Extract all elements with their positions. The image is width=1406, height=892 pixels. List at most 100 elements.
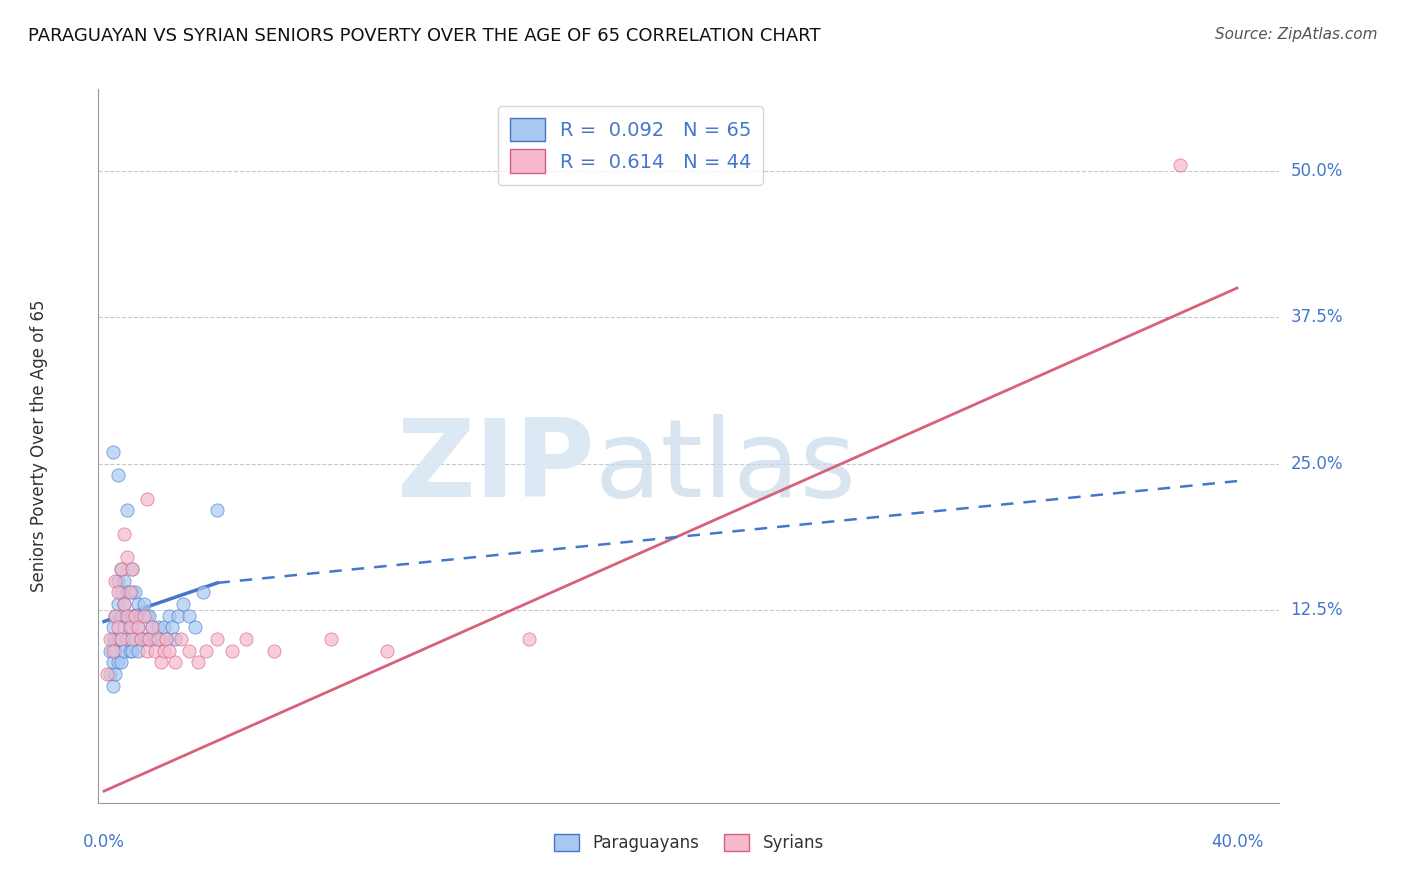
Point bbox=[121, 585, 143, 599]
Point bbox=[127, 597, 149, 611]
Point bbox=[138, 632, 160, 646]
Point bbox=[101, 620, 124, 634]
Point bbox=[132, 632, 155, 646]
Text: 37.5%: 37.5% bbox=[1291, 309, 1343, 326]
Point bbox=[155, 632, 177, 646]
Point bbox=[177, 644, 200, 658]
Point bbox=[121, 644, 143, 658]
Legend: Paraguayans, Syrians: Paraguayans, Syrians bbox=[547, 827, 831, 859]
Text: atlas: atlas bbox=[595, 415, 856, 520]
Point bbox=[127, 620, 149, 634]
Point bbox=[107, 620, 129, 634]
Point bbox=[101, 656, 124, 670]
Point bbox=[110, 608, 132, 623]
Text: 50.0%: 50.0% bbox=[1291, 162, 1343, 180]
Point bbox=[195, 644, 218, 658]
Point bbox=[193, 585, 215, 599]
Point bbox=[98, 667, 121, 681]
Point bbox=[141, 620, 163, 634]
Point bbox=[127, 644, 149, 658]
Point bbox=[121, 620, 143, 634]
Point bbox=[221, 644, 243, 658]
Point bbox=[149, 656, 172, 670]
Point bbox=[118, 585, 141, 599]
Point bbox=[207, 503, 229, 517]
Point bbox=[163, 632, 186, 646]
Point bbox=[112, 597, 135, 611]
Point bbox=[1168, 158, 1191, 172]
Point bbox=[110, 656, 132, 670]
Text: 40.0%: 40.0% bbox=[1211, 833, 1263, 851]
Point bbox=[101, 632, 124, 646]
Text: 12.5%: 12.5% bbox=[1291, 601, 1343, 619]
Point bbox=[118, 620, 141, 634]
Point bbox=[129, 632, 152, 646]
Text: 25.0%: 25.0% bbox=[1291, 455, 1343, 473]
Point bbox=[149, 632, 172, 646]
Point bbox=[157, 608, 180, 623]
Point bbox=[187, 656, 209, 670]
Point bbox=[143, 632, 166, 646]
Point bbox=[121, 608, 143, 623]
Point bbox=[96, 667, 118, 681]
Point bbox=[160, 620, 183, 634]
Point bbox=[129, 632, 152, 646]
Point bbox=[107, 468, 129, 483]
Point bbox=[110, 632, 132, 646]
Point bbox=[112, 597, 135, 611]
Point bbox=[98, 644, 121, 658]
Point bbox=[146, 620, 169, 634]
Point bbox=[177, 608, 200, 623]
Point bbox=[152, 644, 174, 658]
Point bbox=[112, 620, 135, 634]
Point bbox=[138, 608, 160, 623]
Point bbox=[127, 620, 149, 634]
Point bbox=[132, 597, 155, 611]
Point bbox=[517, 632, 540, 646]
Point bbox=[115, 632, 138, 646]
Point bbox=[141, 620, 163, 634]
Point bbox=[115, 608, 138, 623]
Point bbox=[112, 574, 135, 588]
Point bbox=[135, 632, 157, 646]
Point bbox=[110, 585, 132, 599]
Point bbox=[115, 503, 138, 517]
Point bbox=[110, 562, 132, 576]
Point bbox=[118, 644, 141, 658]
Point bbox=[207, 632, 229, 646]
Point bbox=[163, 656, 186, 670]
Point bbox=[107, 656, 129, 670]
Point bbox=[110, 632, 132, 646]
Point bbox=[169, 632, 191, 646]
Point bbox=[155, 632, 177, 646]
Point bbox=[157, 644, 180, 658]
Point bbox=[118, 620, 141, 634]
Point bbox=[121, 562, 143, 576]
Text: Seniors Poverty Over the Age of 65: Seniors Poverty Over the Age of 65 bbox=[31, 300, 48, 592]
Point bbox=[172, 597, 194, 611]
Point bbox=[143, 644, 166, 658]
Point bbox=[104, 608, 127, 623]
Text: 0.0%: 0.0% bbox=[83, 833, 125, 851]
Point bbox=[319, 632, 342, 646]
Point bbox=[263, 644, 285, 658]
Point bbox=[121, 632, 143, 646]
Point bbox=[107, 585, 129, 599]
Point bbox=[115, 550, 138, 565]
Point bbox=[115, 608, 138, 623]
Point bbox=[104, 644, 127, 658]
Text: PARAGUAYAN VS SYRIAN SENIORS POVERTY OVER THE AGE OF 65 CORRELATION CHART: PARAGUAYAN VS SYRIAN SENIORS POVERTY OVE… bbox=[28, 27, 821, 45]
Point bbox=[152, 620, 174, 634]
Point bbox=[183, 620, 205, 634]
Point bbox=[115, 585, 138, 599]
Point bbox=[375, 644, 398, 658]
Text: Source: ZipAtlas.com: Source: ZipAtlas.com bbox=[1215, 27, 1378, 42]
Point bbox=[104, 608, 127, 623]
Point bbox=[124, 608, 146, 623]
Point bbox=[121, 562, 143, 576]
Point bbox=[104, 667, 127, 681]
Point bbox=[146, 632, 169, 646]
Point bbox=[124, 585, 146, 599]
Point bbox=[107, 574, 129, 588]
Point bbox=[110, 562, 132, 576]
